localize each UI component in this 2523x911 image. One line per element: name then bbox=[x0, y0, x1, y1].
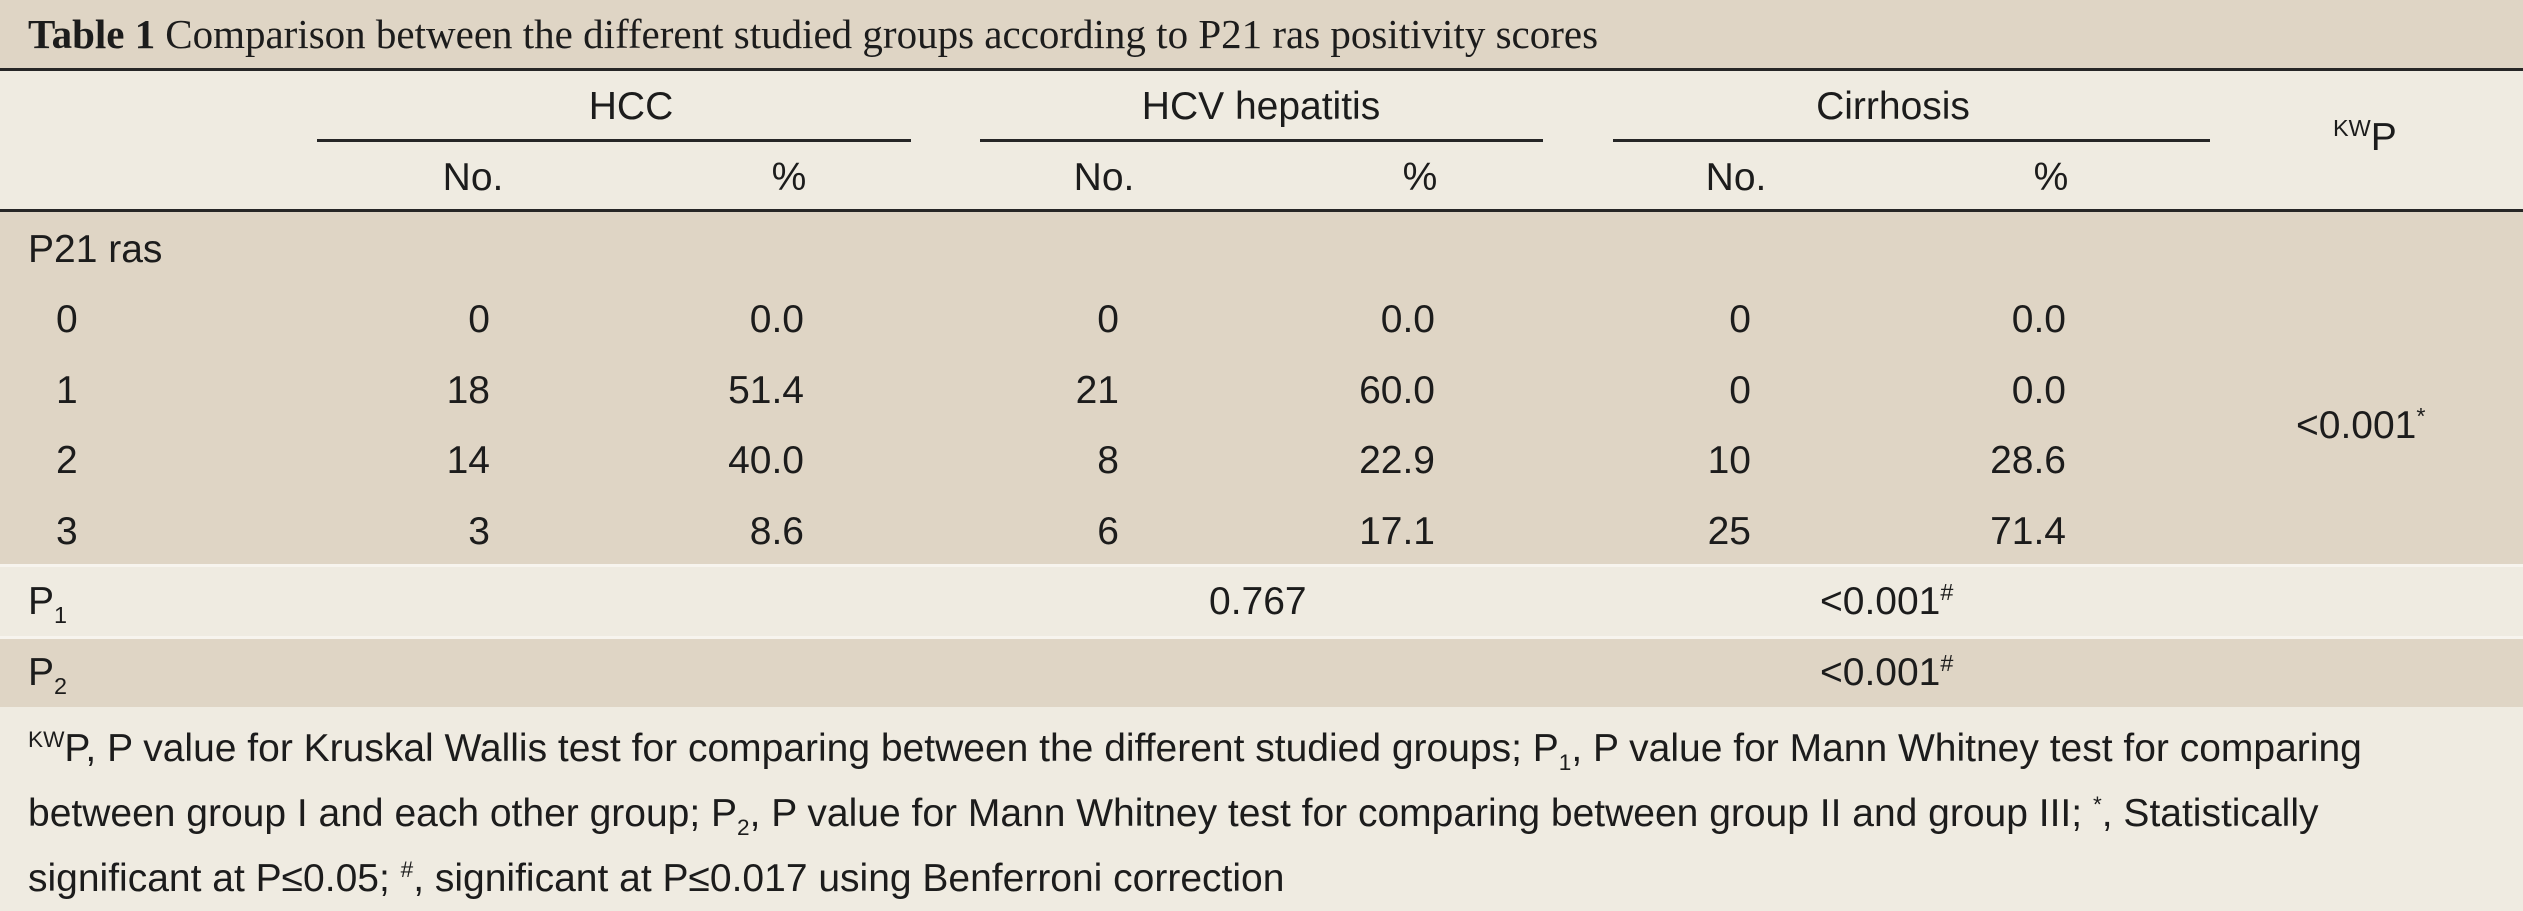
group-rule-hcv bbox=[980, 139, 1543, 142]
p2-cirrhosis-value: <0.001# bbox=[1820, 650, 1954, 694]
p2-cirrhosis-number: <0.001 bbox=[1820, 651, 1941, 694]
cell-hcc-pct-2: 40.0 bbox=[728, 439, 804, 482]
cell-hcc-pct-1: 51.4 bbox=[728, 369, 804, 412]
table-number: Table 1 bbox=[28, 11, 156, 57]
cell-hcc-no-3: 3 bbox=[468, 510, 490, 553]
kw-p-value: <0.001* bbox=[2296, 403, 2426, 447]
subcol-cirrhosis-pct: % bbox=[2033, 156, 2069, 199]
p1-letter: P bbox=[28, 580, 55, 623]
p1-label: P1 bbox=[28, 580, 67, 626]
p1-hcv-value: 0.767 bbox=[1209, 580, 1307, 623]
group-header-hcv: HCV hepatitis bbox=[1141, 85, 1381, 128]
p1-hash-mark: # bbox=[1940, 579, 1954, 605]
p1-subscript: 1 bbox=[54, 601, 68, 628]
cell-hcv-no-2: 8 bbox=[1097, 439, 1119, 482]
p1-cirrhosis-number: <0.001 bbox=[1820, 580, 1941, 623]
p1-band bbox=[0, 564, 2523, 639]
foot-p2-sub: 2 bbox=[737, 814, 750, 840]
body-band bbox=[0, 212, 2523, 564]
group-header-hcc: HCC bbox=[588, 85, 674, 128]
p1-cirrhosis-value: <0.001# bbox=[1820, 579, 1954, 623]
row-score-3: 3 bbox=[56, 510, 78, 553]
foot-part-1: P, P value for Kruskal Wallis test for c… bbox=[64, 727, 1559, 770]
p2-hash-mark: # bbox=[1940, 650, 1954, 676]
cell-hcv-no-0: 0 bbox=[1097, 298, 1119, 341]
foot-part-4: , Statistically significant at P≤0.05; bbox=[28, 792, 2319, 900]
subcol-hcc-pct: % bbox=[771, 156, 807, 199]
row-score-1: 1 bbox=[56, 369, 78, 412]
subcol-hcv-pct: % bbox=[1402, 156, 1438, 199]
cell-cirrhosis-no-1: 0 bbox=[1729, 369, 1751, 412]
cell-cirrhosis-no-3: 25 bbox=[1707, 510, 1751, 553]
table-caption: Comparison between the different studied… bbox=[165, 11, 1599, 57]
table-title: Table 1 Comparison between the different … bbox=[28, 10, 1598, 58]
subcol-hcv-no: No. bbox=[1073, 156, 1135, 199]
foot-part-5: , significant at P≤0.017 using Benferron… bbox=[413, 857, 1285, 900]
footnote-band bbox=[0, 707, 2523, 900]
foot-p1-sub: 1 bbox=[1558, 749, 1572, 775]
cell-cirrhosis-no-2: 10 bbox=[1707, 439, 1751, 482]
foot-kw-sup: KW bbox=[28, 727, 65, 752]
foot-star: * bbox=[2092, 792, 2102, 817]
p2-letter: P bbox=[28, 651, 55, 694]
kw-p-number: <0.001 bbox=[2296, 404, 2417, 447]
cell-cirrhosis-pct-1: 0.0 bbox=[2011, 369, 2066, 412]
cell-hcv-pct-0: 0.0 bbox=[1380, 298, 1435, 341]
row-score-2: 2 bbox=[56, 439, 78, 482]
cell-hcv-pct-3: 17.1 bbox=[1359, 510, 1435, 553]
cell-cirrhosis-pct-3: 71.4 bbox=[1990, 510, 2066, 553]
p2-subscript: 2 bbox=[54, 672, 68, 699]
cell-hcc-pct-3: 8.6 bbox=[749, 510, 804, 553]
foot-part-3: , P value for Mann Whitney test for comp… bbox=[749, 792, 2093, 835]
foot-part-2: , P value for Mann Whitney test for comp… bbox=[28, 727, 2362, 835]
subcol-hcc-no: No. bbox=[442, 156, 504, 199]
cell-hcc-pct-0: 0.0 bbox=[749, 298, 804, 341]
cell-hcc-no-2: 14 bbox=[446, 439, 490, 482]
group-rule-cirrhosis bbox=[1613, 139, 2210, 142]
group-rule-hcc bbox=[317, 139, 911, 142]
significance-star: * bbox=[2416, 403, 2426, 429]
p2-label: P2 bbox=[28, 651, 67, 697]
subcol-cirrhosis-no: No. bbox=[1705, 156, 1767, 199]
cell-hcc-no-0: 0 bbox=[468, 298, 490, 341]
foot-hash: # bbox=[400, 857, 414, 882]
cell-hcv-no-3: 6 bbox=[1097, 510, 1119, 553]
p2-band bbox=[0, 636, 2523, 710]
row-group-label: P21 ras bbox=[28, 228, 163, 271]
row-score-0: 0 bbox=[56, 298, 78, 341]
table-footnote: KWP, P value for Kruskal Wallis test for… bbox=[28, 716, 2498, 911]
title-band: Table 1 Comparison between the different … bbox=[0, 0, 2523, 71]
cell-hcv-pct-1: 60.0 bbox=[1359, 369, 1435, 412]
cell-cirrhosis-pct-0: 0.0 bbox=[2011, 298, 2066, 341]
group-header-cirrhosis: Cirrhosis bbox=[1816, 85, 1970, 128]
cell-hcv-pct-2: 22.9 bbox=[1359, 439, 1435, 482]
cell-hcv-no-1: 21 bbox=[1075, 369, 1119, 412]
kw-p-header: KWP bbox=[2333, 115, 2397, 159]
kw-p-letter: P bbox=[2370, 116, 2397, 159]
cell-cirrhosis-no-0: 0 bbox=[1729, 298, 1751, 341]
cell-hcc-no-1: 18 bbox=[446, 369, 490, 412]
kw-superscript: KW bbox=[2333, 115, 2371, 141]
cell-cirrhosis-pct-2: 28.6 bbox=[1990, 439, 2066, 482]
